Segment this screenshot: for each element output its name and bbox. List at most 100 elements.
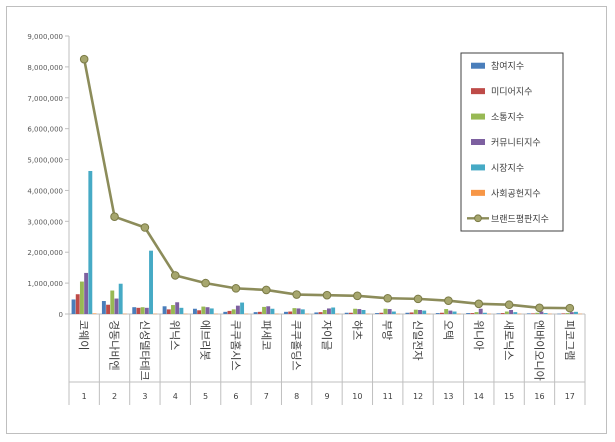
bar (565, 313, 570, 314)
bar (149, 250, 153, 314)
bar (144, 307, 149, 314)
bar (578, 313, 583, 315)
legend-swatch (471, 62, 485, 69)
x-category-label: 위니아 (472, 320, 485, 350)
legend-swatch (471, 88, 485, 95)
bars (71, 170, 583, 315)
legend-label: 미디어지수 (491, 87, 532, 98)
bar (418, 309, 422, 314)
legend-swatch (471, 189, 485, 196)
x-category-label: 엔바이오니아 (532, 320, 545, 381)
bar (175, 302, 180, 314)
bar (274, 313, 279, 315)
bar (270, 308, 275, 314)
bar (426, 313, 431, 315)
x-rank-label: 17 (565, 392, 575, 401)
x-rank-label: 10 (352, 392, 362, 401)
bar (440, 312, 444, 314)
legend-swatch (471, 113, 485, 120)
bar (353, 308, 358, 314)
bar (409, 312, 414, 314)
x-category-label: 신일전자 (411, 320, 425, 360)
bar (375, 313, 380, 314)
y-tick-label: 4,000,000 (27, 187, 63, 195)
bar (557, 313, 562, 315)
bar (266, 306, 271, 314)
line-point (444, 296, 453, 306)
bar (413, 309, 418, 314)
legend-label: 커뮤니티지수 (491, 138, 541, 149)
bar (171, 305, 175, 314)
x-rank-label: 5 (203, 392, 208, 401)
bar (335, 313, 340, 315)
bar (500, 313, 505, 314)
bar (561, 313, 566, 314)
bar (153, 313, 158, 315)
legend-swatch (471, 139, 485, 145)
y-tick-label: 3,000,000 (27, 218, 63, 226)
x-category-label: 하츠 (350, 320, 364, 340)
bar (327, 308, 331, 314)
line-point (474, 299, 484, 309)
chart-frame: 0 1,000,000 2,000,000 3,000,000 4,000,000 5,0… (6, 6, 607, 434)
bar (244, 313, 249, 315)
bar (444, 309, 449, 314)
bar (106, 304, 111, 314)
bar (84, 272, 89, 314)
bar (422, 310, 427, 314)
legend-label: 사회공헌지수 (491, 188, 541, 199)
bar (231, 309, 236, 314)
bar (300, 309, 305, 314)
bar (405, 312, 410, 314)
bar (201, 306, 206, 314)
legend-label: 참여지수 (491, 60, 524, 72)
x-rank-label: 8 (294, 392, 299, 401)
x-rank-label: 6 (233, 392, 238, 401)
bar (504, 311, 509, 314)
chart: 0 1,000,000 2,000,000 3,000,000 4,000,000 5,0… (27, 33, 586, 405)
bar (452, 311, 457, 314)
bar (539, 311, 544, 314)
bar (531, 313, 535, 314)
bar (387, 309, 392, 314)
legend-label: 브랜드평판지수 (491, 214, 549, 225)
bar (318, 312, 323, 314)
bar (235, 305, 240, 314)
bar (205, 307, 210, 314)
bar (140, 307, 145, 314)
bar (118, 283, 123, 314)
line-point (261, 285, 271, 295)
bar (331, 307, 336, 314)
x-rank-label: 9 (324, 392, 329, 401)
y-tick-label: 5,000,000 (27, 157, 63, 165)
y-axis: 0 1,000,000 2,000,000 3,000,000 4,000,000 5,0… (27, 33, 70, 319)
y-tick-label: 9,000,000 (27, 33, 63, 41)
bar (344, 312, 349, 314)
line-point (292, 290, 301, 299)
line-point (201, 278, 210, 288)
line-point (79, 54, 89, 64)
bar (435, 313, 440, 314)
x-rank-label: 3 (142, 392, 147, 401)
bar (262, 306, 266, 314)
bar (496, 313, 501, 314)
legend-swatch-marker (474, 214, 482, 223)
x-rank-label: 1 (82, 392, 87, 401)
x-category-label: 에브리봇 (199, 320, 212, 360)
line-series (79, 54, 575, 313)
x-category-label: 경동나비엔 (108, 320, 121, 371)
bar (474, 312, 479, 314)
line-point (504, 300, 514, 310)
x-rank-label: 15 (504, 392, 514, 401)
bar (365, 313, 370, 315)
bar (209, 308, 214, 314)
line-point (383, 293, 393, 303)
legend-swatch (471, 164, 485, 171)
bar (517, 313, 522, 315)
bar (114, 298, 119, 314)
bar (391, 311, 396, 314)
bar (574, 311, 578, 314)
bar (162, 306, 167, 314)
bar (348, 312, 353, 314)
